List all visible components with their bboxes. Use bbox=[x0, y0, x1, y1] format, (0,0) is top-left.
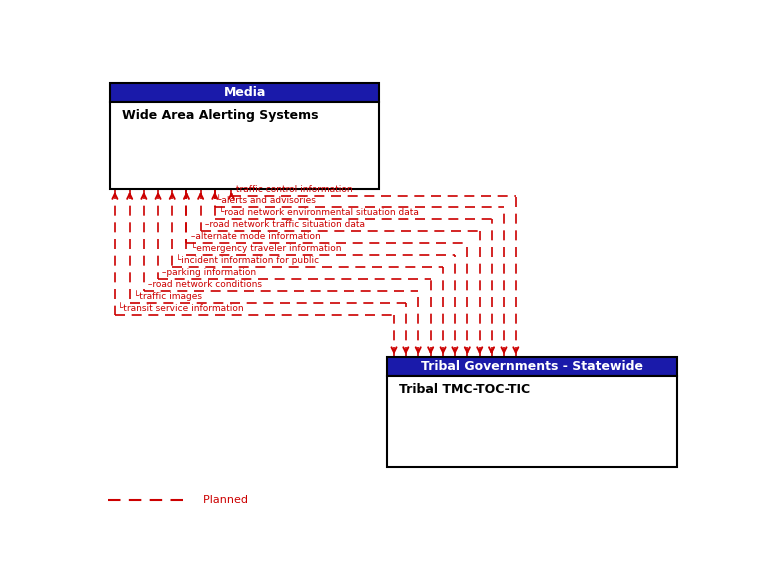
Text: └transit service information: └transit service information bbox=[115, 304, 243, 313]
Bar bbox=[387, 376, 677, 467]
Bar bbox=[110, 83, 379, 102]
Text: –road network traffic situation data: –road network traffic situation data bbox=[201, 220, 365, 229]
Text: └incident information for public: └incident information for public bbox=[173, 254, 320, 265]
Text: –alternate mode information: –alternate mode information bbox=[188, 232, 320, 241]
Bar bbox=[110, 102, 379, 189]
Text: –parking information: –parking information bbox=[159, 268, 256, 278]
Text: └alerts and advisories: └alerts and advisories bbox=[216, 196, 316, 205]
Text: └road network environmental situation data: └road network environmental situation da… bbox=[216, 208, 419, 217]
Text: Wide Area Alerting Systems: Wide Area Alerting Systems bbox=[122, 109, 318, 122]
Text: └emergency traveler information: └emergency traveler information bbox=[188, 243, 341, 253]
Text: Planned: Planned bbox=[196, 495, 248, 505]
Text: Tribal Governments - Statewide: Tribal Governments - Statewide bbox=[420, 360, 642, 373]
Bar bbox=[387, 357, 677, 376]
Text: └traffic images: └traffic images bbox=[131, 290, 202, 301]
Text: –road network conditions: –road network conditions bbox=[145, 280, 262, 289]
Text: Media: Media bbox=[224, 86, 266, 99]
Text: traffic control information: traffic control information bbox=[233, 185, 353, 194]
Text: Tribal TMC-TOC-TIC: Tribal TMC-TOC-TIC bbox=[399, 383, 530, 396]
